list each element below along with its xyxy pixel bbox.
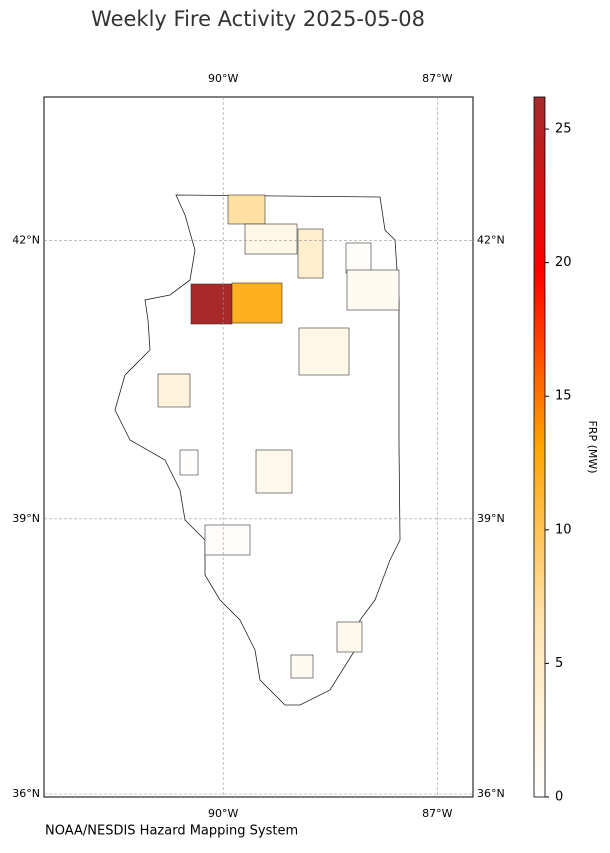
county — [290, 654, 314, 679]
colorbar-tick-label: 15 — [555, 389, 572, 404]
county — [336, 621, 363, 653]
county — [227, 194, 266, 225]
colorbar-tick-label: 10 — [555, 522, 572, 537]
county — [157, 373, 191, 408]
source: NOAA/NESDIS Hazard Mapping System — [45, 824, 298, 839]
colorbar-label: FRP (MW) — [586, 420, 599, 473]
x-tick-label: 90°W — [208, 807, 238, 820]
county — [179, 449, 199, 476]
county — [345, 242, 372, 274]
x-tick-label: 87°W — [422, 72, 452, 85]
y-tick-label: 42°N — [477, 234, 505, 247]
y-tick-label: 39°N — [477, 512, 505, 525]
colorbar — [533, 96, 546, 798]
y-tick-label: 36°N — [477, 787, 505, 800]
y-tick-label: 42°N — [12, 234, 40, 247]
county — [255, 449, 293, 494]
colorbar-tick-label: 20 — [555, 255, 572, 270]
county — [298, 327, 350, 376]
county — [297, 228, 324, 279]
county — [346, 269, 400, 311]
county — [190, 283, 233, 325]
colorbar-tick-label: 0 — [555, 790, 563, 805]
map-frame — [43, 96, 474, 798]
county — [204, 524, 251, 556]
colorbar-tick-label: 5 — [555, 656, 563, 671]
x-tick-label: 90°W — [208, 72, 238, 85]
x-tick-label: 87°W — [422, 807, 452, 820]
y-tick-label: 36°N — [12, 787, 40, 800]
y-tick-label: 39°N — [12, 512, 40, 525]
county — [244, 223, 298, 255]
county — [231, 282, 283, 324]
chart-title: Weekly Fire Activity 2025-05-08 — [91, 7, 425, 31]
colorbar-tick-label: 25 — [555, 122, 572, 137]
